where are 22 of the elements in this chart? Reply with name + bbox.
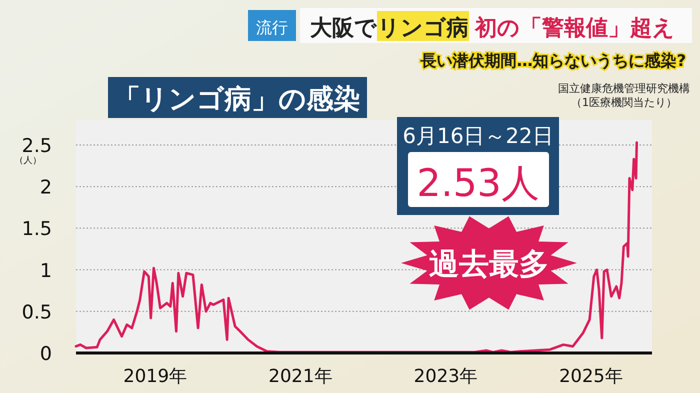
x-tick-label: 2021年 <box>268 366 332 387</box>
y-tick-label: 0 <box>40 343 52 365</box>
y-tick-label: 0.5 <box>22 301 52 324</box>
y-tick-label: 1.5 <box>22 218 52 240</box>
text: 大阪で <box>310 16 377 41</box>
annotation: 6月16日～22日 <box>402 124 554 148</box>
text: （1医療機関当たり） <box>571 96 677 109</box>
y-tick-label: 1 <box>40 260 52 282</box>
text: リンゴ病 <box>378 16 468 41</box>
text: 国立健康危機管理研究機構 <box>558 82 690 95</box>
x-tick-label: 2023年 <box>414 366 478 387</box>
chart-title: 「リンゴ病」の感染 <box>114 84 360 115</box>
x-tick-label: 2019年 <box>123 366 188 387</box>
y-tick-label: 2 <box>40 176 52 199</box>
y-axis-title: （人） <box>14 155 42 166</box>
annotation: 2.53人 <box>416 161 540 205</box>
x-tick-label: 2025年 <box>559 366 623 387</box>
annotation: 過去最多 <box>429 247 549 282</box>
text: 流行 <box>256 18 288 37</box>
y-tick-label: 2.5 <box>22 134 52 157</box>
text: 初の「警報値」超え <box>474 15 675 41</box>
text: 長い潜伏期間…知らないうちに感染? <box>420 51 686 70</box>
